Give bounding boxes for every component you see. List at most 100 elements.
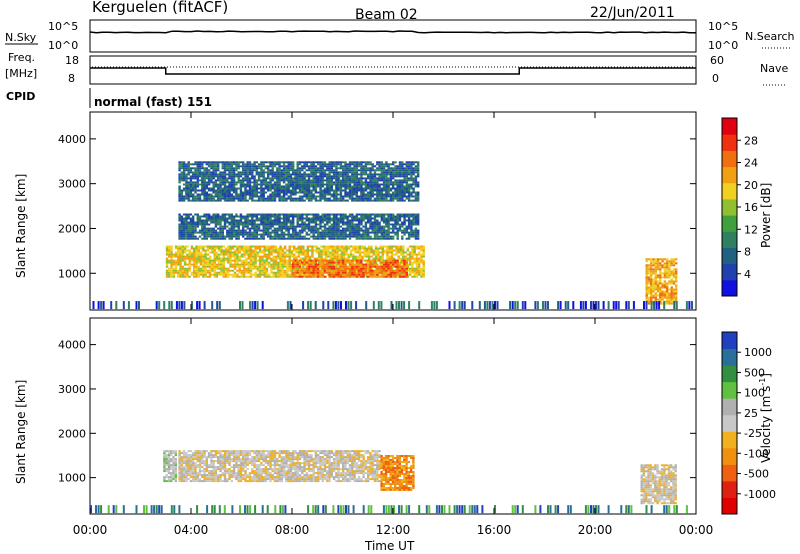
data-cell — [237, 221, 240, 224]
data-cell — [236, 255, 239, 258]
data-cell — [385, 171, 388, 174]
data-cell — [321, 177, 324, 180]
data-cell — [336, 257, 339, 260]
data-cell — [218, 257, 221, 260]
data-cell — [386, 253, 389, 256]
data-cell — [412, 169, 415, 172]
data-cell — [192, 229, 195, 232]
data-cell — [396, 187, 399, 190]
data-cell — [377, 257, 380, 260]
data-cell — [246, 213, 249, 216]
data-cell — [357, 199, 361, 202]
data-cell — [289, 225, 293, 228]
data-cell — [387, 221, 390, 224]
data-cell — [348, 225, 352, 228]
data-cell — [346, 175, 349, 178]
data-cell — [650, 294, 653, 297]
data-cell — [222, 259, 225, 262]
data-cell — [190, 271, 194, 274]
data-cell — [349, 265, 353, 268]
data-cell — [342, 237, 345, 240]
data-cell — [310, 167, 313, 170]
data-cell — [344, 169, 347, 172]
data-cell — [369, 181, 372, 184]
data-cell — [255, 179, 258, 182]
data-cell — [236, 251, 239, 254]
data-cell — [355, 183, 358, 186]
data-cell — [267, 161, 270, 164]
data-cell — [310, 163, 313, 166]
data-cell — [270, 267, 273, 270]
data-cell — [264, 197, 268, 200]
data-cell — [246, 221, 249, 224]
data-cell — [407, 183, 411, 186]
data-cell — [185, 175, 188, 178]
data-cell — [385, 233, 388, 236]
data-cell — [276, 231, 279, 234]
data-cell — [373, 231, 377, 234]
data-cell — [371, 177, 374, 180]
data-cell — [337, 275, 340, 278]
data-cell — [203, 197, 206, 200]
data-cell — [279, 275, 282, 278]
data-cell — [389, 275, 393, 278]
data-cell — [267, 197, 270, 200]
data-cell — [223, 219, 227, 222]
data-cell — [328, 171, 331, 174]
data-cell — [356, 245, 359, 248]
data-cell — [380, 267, 383, 270]
data-cell — [417, 193, 420, 196]
data-cell — [197, 247, 200, 250]
data-cell — [258, 275, 262, 278]
data-cell — [244, 187, 247, 190]
data-cell — [298, 271, 302, 274]
data-cell — [387, 267, 390, 270]
data-cell — [348, 181, 352, 184]
data-cell — [292, 181, 295, 184]
data-cell — [380, 215, 383, 218]
data-cell — [285, 229, 288, 232]
data-cell — [336, 245, 339, 248]
data-cell — [280, 213, 283, 216]
data-cell — [206, 265, 210, 268]
data-cell — [367, 163, 370, 166]
data-cell — [201, 237, 204, 240]
data-cell — [298, 233, 302, 236]
data-cell — [263, 251, 266, 254]
data-cell — [231, 245, 235, 248]
data-cell — [221, 195, 224, 198]
data-cell — [415, 247, 419, 250]
data-cell — [208, 255, 212, 258]
data-cell — [285, 197, 288, 200]
data-cell — [376, 263, 379, 266]
data-cell — [260, 193, 263, 196]
data-cell — [205, 169, 208, 172]
data-cell — [288, 261, 291, 264]
data-cell — [174, 251, 178, 254]
data-cell — [220, 269, 223, 272]
data-cell — [312, 165, 315, 168]
data-cell — [369, 261, 372, 264]
data-cell — [180, 237, 183, 240]
data-cell — [411, 265, 414, 268]
data-cell — [251, 175, 254, 178]
data-cell — [254, 247, 257, 250]
data-cell — [289, 167, 293, 170]
data-cell — [232, 219, 236, 222]
data-cell — [220, 253, 223, 256]
data-cell — [214, 189, 218, 192]
data-cell — [339, 263, 343, 266]
data-cell — [187, 235, 190, 238]
data-cell — [272, 267, 275, 270]
data-cell — [294, 197, 297, 200]
data-cell — [407, 197, 411, 200]
data-cell — [217, 193, 220, 196]
data-cell — [329, 247, 332, 250]
data-cell — [178, 179, 181, 182]
data-cell — [214, 191, 218, 194]
data-cell — [210, 227, 213, 230]
data-cell — [212, 217, 215, 220]
data-cell — [413, 249, 416, 252]
data-cell — [380, 271, 383, 274]
data-cell — [244, 191, 247, 194]
